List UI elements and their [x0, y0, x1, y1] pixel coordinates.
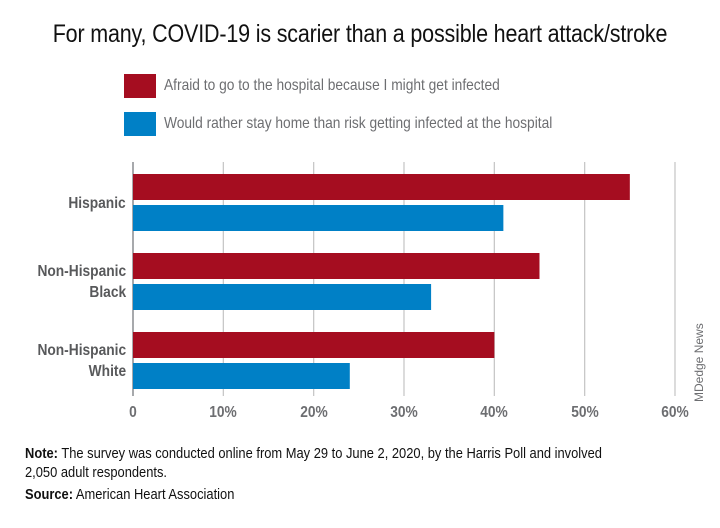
bar-non-hispanic-white-series-0 [133, 332, 495, 358]
note-body: The survey was conducted online from May… [25, 445, 602, 481]
category-label: Non-Hispanic White [37, 340, 126, 382]
x-tick-label: 20% [299, 404, 328, 421]
category-label: Non-Hispanic Black [37, 261, 126, 303]
source-text: Source: American Heart Association [25, 486, 234, 503]
source-label: Source: [25, 486, 74, 503]
x-tick-label: 30% [390, 404, 418, 421]
x-tick-label: 60% [661, 404, 689, 421]
bar-non-hispanic-black-series-0 [133, 253, 540, 279]
x-tick-label: 50% [570, 404, 599, 421]
x-tick-label: 40% [480, 404, 509, 421]
category-label: Hispanic [69, 193, 126, 214]
source-body: American Heart Association [73, 486, 235, 503]
legend-label: Afraid to go to the hospital because I m… [164, 77, 500, 94]
legend-swatch-red [124, 74, 156, 98]
legend-label: Would rather stay home than risk getting… [164, 115, 553, 132]
x-tick-label: 10% [209, 404, 238, 421]
category-label-line: Non-Hispanic [37, 342, 126, 359]
chart-title: For many, COVID-19 is scarier than a pos… [52, 20, 668, 48]
legend-item-stay-home: Would rather stay home than risk getting… [124, 112, 616, 136]
category-label-line: Hispanic [68, 194, 126, 212]
note-label: Note: [25, 445, 58, 462]
bar-hispanic-series-1 [133, 205, 504, 231]
bar-hispanic-series-0 [133, 174, 630, 200]
category-label-line: Non-Hispanic [37, 263, 126, 280]
credit-text: MDedge News [692, 323, 706, 402]
legend-swatch-blue [124, 112, 156, 136]
category-label-line: White [88, 363, 126, 380]
category-label-line: Black [89, 284, 126, 301]
bar-non-hispanic-black-series-1 [133, 284, 432, 310]
x-tick-label: 0 [129, 404, 137, 421]
note-text: Note: The survey was conducted online fr… [25, 444, 627, 482]
bar-non-hispanic-white-series-1 [133, 363, 350, 389]
legend-item-afraid: Afraid to go to the hospital because I m… [124, 74, 554, 98]
